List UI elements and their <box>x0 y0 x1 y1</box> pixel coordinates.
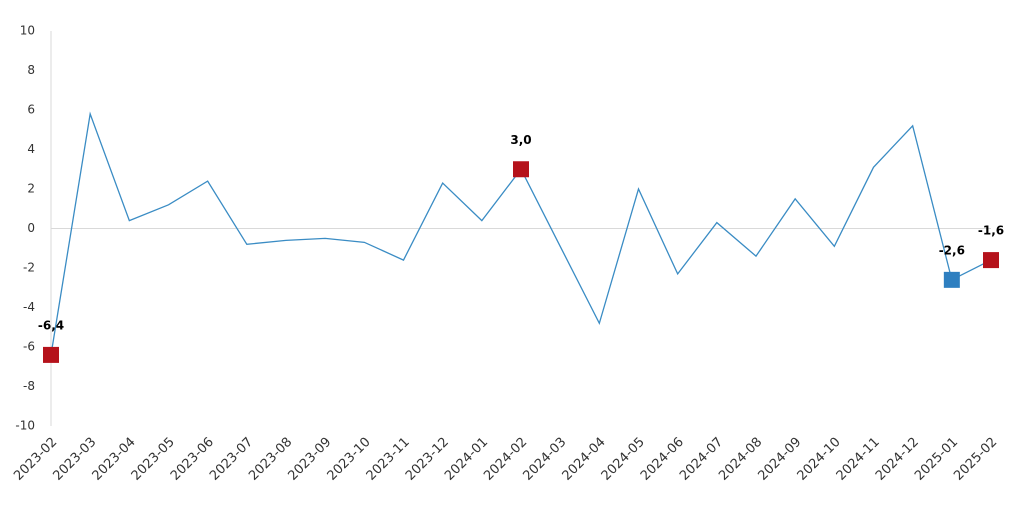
y-tick-label: 4 <box>27 142 35 156</box>
y-tick-label: -2 <box>23 261 35 275</box>
x-tick-label: 2025-02 <box>951 435 1000 484</box>
data-label: -6,4 <box>38 318 64 332</box>
y-tick-label: -4 <box>23 300 35 314</box>
marker <box>513 161 529 178</box>
marker <box>983 252 999 269</box>
data-label: -1,6 <box>978 224 1004 238</box>
y-tick-label: 6 <box>27 103 35 117</box>
y-tick-label: 10 <box>20 24 35 38</box>
y-tick-label: -10 <box>15 419 35 433</box>
y-tick-label: 8 <box>27 63 35 77</box>
data-label: 3,0 <box>510 133 531 147</box>
y-tick-label: -8 <box>23 379 35 393</box>
line <box>50 111 992 356</box>
y-tick-label: 0 <box>27 221 35 235</box>
marker <box>943 271 960 288</box>
marker <box>43 346 59 363</box>
y-tick-label: -6 <box>23 340 35 354</box>
y-tick-label: 2 <box>27 182 35 196</box>
data-label: -2,6 <box>939 243 965 257</box>
